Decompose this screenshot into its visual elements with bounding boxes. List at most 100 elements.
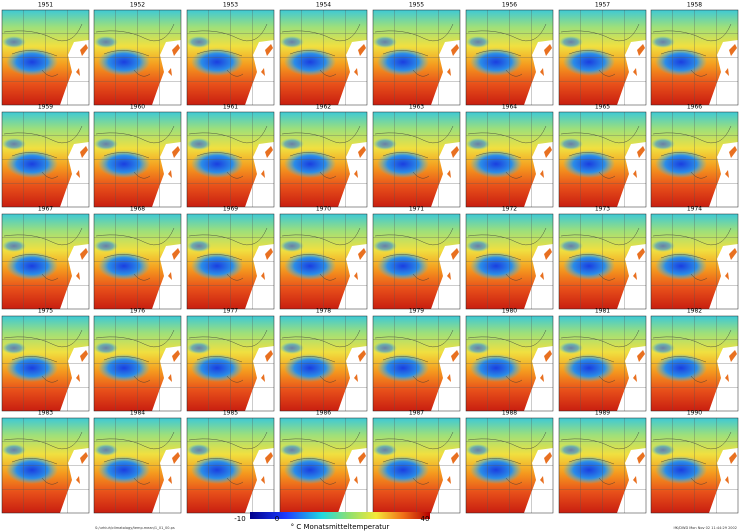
island xyxy=(76,350,88,382)
cold-region xyxy=(191,150,243,178)
year-label: 1966 xyxy=(687,104,702,111)
cold-region xyxy=(284,456,336,484)
map-panel xyxy=(650,9,739,106)
cold-region xyxy=(94,240,118,252)
map-frame xyxy=(558,9,647,106)
map-frame xyxy=(650,9,739,106)
year-label: 1970 xyxy=(316,206,331,213)
border xyxy=(281,329,361,383)
map-panel xyxy=(558,111,647,208)
year-label: 1959 xyxy=(38,104,53,111)
border xyxy=(3,227,83,281)
island xyxy=(168,44,180,76)
map-panel xyxy=(186,9,275,106)
year-label: 1964 xyxy=(502,104,517,111)
map-frame xyxy=(465,213,554,310)
cold-region xyxy=(651,240,675,252)
map-panel xyxy=(650,315,739,412)
map-frame xyxy=(650,315,739,412)
island xyxy=(540,350,552,382)
map-frame xyxy=(558,417,647,514)
map-panel xyxy=(372,111,461,208)
map-panel xyxy=(279,9,368,106)
island xyxy=(633,248,645,280)
cold-region xyxy=(655,48,707,76)
island xyxy=(261,44,273,76)
cold-region xyxy=(191,252,243,280)
map-panel xyxy=(465,417,554,514)
map-panel xyxy=(279,111,368,208)
map-frame xyxy=(558,315,647,412)
cold-region xyxy=(470,252,522,280)
year-label: 1963 xyxy=(409,104,424,111)
cold-region xyxy=(377,456,429,484)
year-label: 1973 xyxy=(595,206,610,213)
border xyxy=(374,125,454,179)
map-panel xyxy=(1,417,90,514)
cold-region xyxy=(466,36,490,48)
map-panel xyxy=(465,213,554,310)
island xyxy=(261,452,273,484)
map-panel xyxy=(558,417,647,514)
colorbar-tick-label: 40 xyxy=(421,515,430,523)
year-label: 1954 xyxy=(316,2,331,9)
border xyxy=(560,329,640,383)
colorbar-label: ° C Monatsmitteltemperatur xyxy=(291,523,390,531)
map-frame xyxy=(465,111,554,208)
island xyxy=(540,146,552,178)
island xyxy=(633,146,645,178)
map-panel xyxy=(186,315,275,412)
island xyxy=(725,452,737,484)
cold-region xyxy=(563,252,615,280)
cold-region xyxy=(373,444,397,456)
year-label: 1987 xyxy=(409,410,424,417)
map-panel xyxy=(372,213,461,310)
island xyxy=(447,146,459,178)
cold-region xyxy=(284,354,336,382)
cold-region xyxy=(466,342,490,354)
border xyxy=(560,431,640,485)
cold-region xyxy=(651,444,675,456)
map-panel xyxy=(186,111,275,208)
border xyxy=(281,431,361,485)
map-panel xyxy=(558,9,647,106)
map-panel xyxy=(93,111,182,208)
year-label: 1982 xyxy=(687,308,702,315)
border xyxy=(95,23,175,77)
cold-region xyxy=(377,252,429,280)
map-panel xyxy=(1,111,90,208)
map-frame xyxy=(372,111,461,208)
cold-region xyxy=(559,240,583,252)
year-label: 1956 xyxy=(502,2,517,9)
map-panel xyxy=(465,315,554,412)
cold-region xyxy=(559,444,583,456)
map-panel xyxy=(93,213,182,310)
year-label: 1953 xyxy=(223,2,238,9)
year-label: 1986 xyxy=(316,410,331,417)
island xyxy=(168,452,180,484)
panels: 1951 1952 1953 1954 1955 1956 1957 1958 1959 1960… xyxy=(1,2,739,514)
cold-region xyxy=(651,138,675,150)
year-label: 1984 xyxy=(130,410,145,417)
map-panel xyxy=(465,111,554,208)
island xyxy=(168,146,180,178)
cold-region xyxy=(284,252,336,280)
year-label: 1952 xyxy=(130,2,145,9)
map-frame xyxy=(1,9,90,106)
cold-region xyxy=(280,36,304,48)
map-frame xyxy=(372,9,461,106)
year-label: 1977 xyxy=(223,308,238,315)
map-frame xyxy=(186,417,275,514)
border xyxy=(281,23,361,77)
cold-region xyxy=(655,252,707,280)
map-frame xyxy=(279,9,368,106)
map-frame xyxy=(186,111,275,208)
cold-region xyxy=(470,354,522,382)
island xyxy=(725,146,737,178)
island xyxy=(261,146,273,178)
footer-right: IfK/DWD Mon Nov 02 11:44:29 2002 xyxy=(674,526,737,530)
border xyxy=(188,125,268,179)
cold-region xyxy=(280,444,304,456)
cold-region xyxy=(2,138,26,150)
cold-region xyxy=(651,342,675,354)
